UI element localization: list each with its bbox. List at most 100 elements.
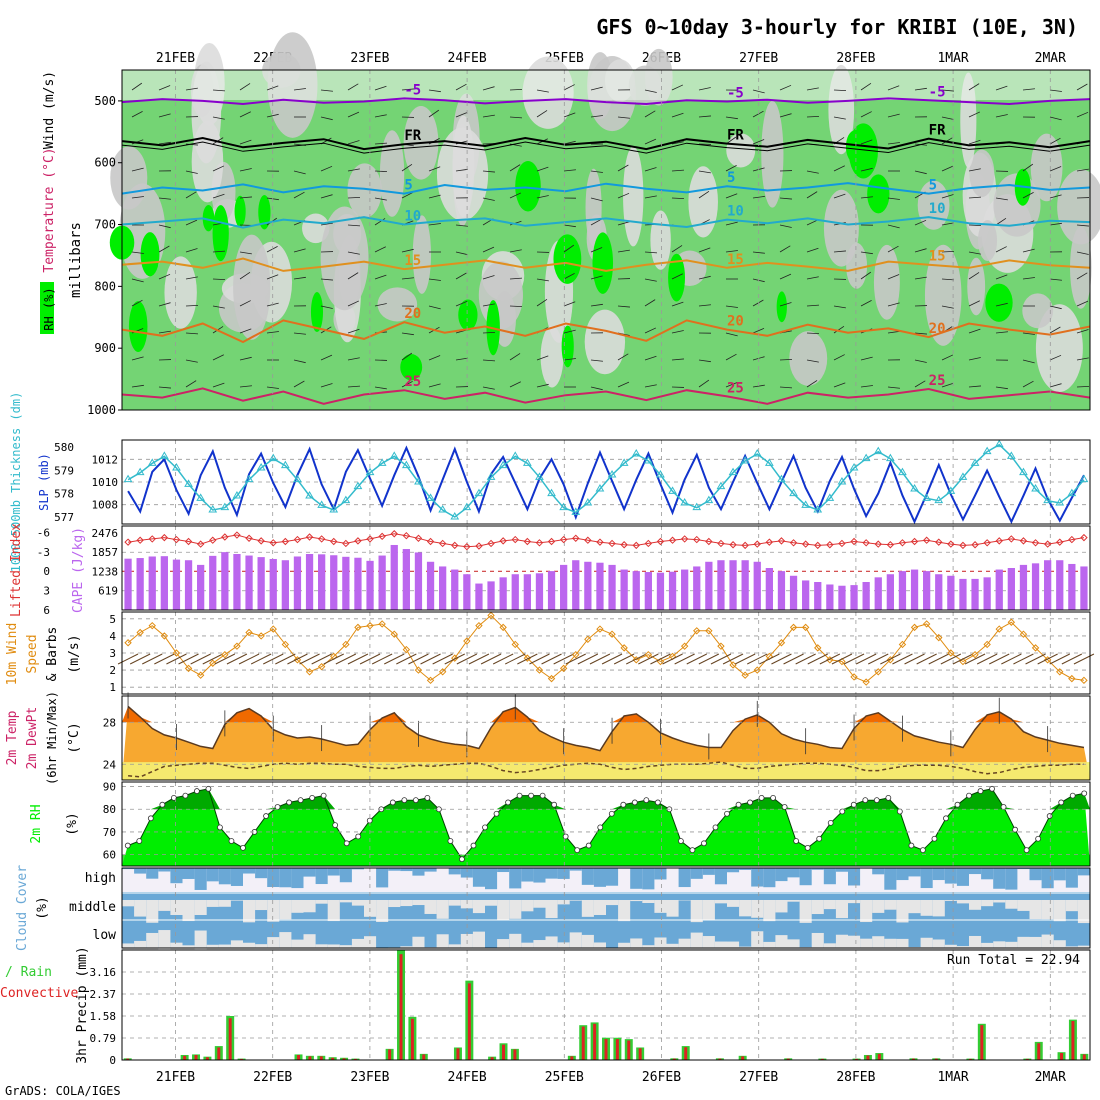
wind-barb: [887, 142, 900, 145]
precip-convective-bar: [581, 1026, 585, 1060]
wind-barb: [509, 353, 521, 361]
wind-speed-marker: [789, 623, 798, 632]
cloud-level-label-bg: [72, 900, 118, 915]
high-cloud-bar: [218, 868, 231, 885]
middle-cloud-gap: [327, 900, 340, 922]
wind-barb: [914, 170, 927, 175]
wind-barb: [968, 385, 981, 388]
wind-barb: [293, 359, 306, 364]
wind-barb: [590, 218, 602, 226]
thickness-marker: [547, 488, 556, 497]
wind-speed-marker: [680, 642, 689, 650]
wind-barb: [671, 112, 684, 118]
li-marker: [354, 537, 362, 545]
middle-cloud-gap: [339, 900, 352, 903]
rh-marker: [228, 838, 235, 844]
wind-barb: [833, 165, 845, 172]
wind-barb: [212, 354, 224, 361]
low-cloud-gap: [158, 930, 171, 949]
thickness-marker: [208, 505, 218, 513]
middle-cloud-gap: [521, 900, 534, 912]
thickness-marker: [571, 507, 581, 515]
wind-barb: [1001, 653, 1022, 665]
rh-marker: [735, 801, 742, 808]
wind-barb: [335, 653, 357, 665]
wind-barb: [347, 328, 360, 334]
cape-bar: [1056, 560, 1064, 610]
middle-cloud-gap: [654, 900, 667, 913]
li-marker: [390, 530, 398, 538]
high-cloud-bar: [763, 868, 776, 888]
wind-barb: [995, 246, 1007, 253]
middle-cloud-gap: [1065, 900, 1078, 912]
middle-cloud-gap: [412, 900, 425, 906]
precip-convective-bar: [513, 1049, 517, 1060]
wind-barb: [734, 653, 756, 665]
saturated-patch: [400, 354, 423, 381]
thickness-marker: [268, 453, 278, 462]
thickness-marker: [777, 474, 786, 483]
middle-cloud-gap: [835, 900, 848, 919]
wind-barb: [185, 191, 197, 199]
wind-barb: [860, 251, 873, 255]
wind-barb: [644, 251, 657, 254]
cape-bar: [1007, 568, 1015, 610]
high-cloud-bar: [811, 868, 824, 870]
thickness-marker: [293, 474, 302, 483]
wind-speed-marker: [705, 627, 713, 635]
cape-bar: [475, 583, 483, 610]
li-marker: [136, 536, 144, 544]
cape-bar: [221, 552, 229, 610]
li-marker: [281, 537, 290, 546]
wind-barb: [371, 653, 393, 665]
cape-bar: [366, 560, 374, 610]
wind-barb: [722, 653, 744, 665]
precip-convective-bar: [604, 1039, 608, 1060]
precip-convective-bar: [183, 1055, 187, 1060]
rh-marker: [966, 792, 972, 799]
wind-barb: [563, 169, 576, 172]
rh-marker: [320, 792, 327, 799]
rh-marker: [240, 844, 246, 851]
thickness-marker: [583, 498, 593, 506]
middle-cloud-gap: [1029, 900, 1042, 920]
rh-marker: [355, 833, 362, 840]
cape-bar: [233, 554, 241, 610]
li-marker: [995, 537, 1003, 545]
li-marker: [947, 540, 955, 548]
wind10m-axis-label: (m/s): [67, 634, 82, 673]
wind-barb: [1073, 653, 1095, 665]
wind-speed-marker: [148, 621, 156, 630]
thickness-marker: [329, 505, 339, 513]
middle-cloud-gap: [182, 900, 195, 922]
precip-convective-bar: [502, 1044, 505, 1060]
li-marker: [535, 539, 544, 547]
rh-tick-label: 80: [103, 803, 116, 816]
temp-frame: [121, 695, 1091, 781]
wind-barb: [482, 246, 495, 253]
wind-barb: [158, 85, 171, 91]
rh-marker: [885, 794, 892, 801]
thickness-marker: [656, 470, 665, 478]
wind10m-axis-label: Speed: [25, 634, 40, 673]
li-marker: [475, 542, 483, 550]
high-cloud-bar: [714, 868, 727, 885]
cape-bar: [1080, 566, 1088, 610]
high-cloud-bar: [485, 868, 498, 890]
cape-bar: [886, 574, 894, 610]
wind-speed-marker: [753, 666, 761, 674]
high-cloud-bar: [351, 868, 364, 870]
saturated-patch: [985, 283, 1013, 322]
rh-legend-swatch: [40, 282, 54, 334]
date-label-top: 2MAR: [1035, 51, 1066, 66]
wind-barb: [299, 653, 320, 665]
wind-speed-marker: [898, 640, 907, 649]
wind-barb: [266, 246, 278, 253]
cape-bar: [705, 561, 713, 610]
dry-air-patch: [584, 309, 626, 375]
rh-marker: [412, 797, 419, 804]
wind-barb: [887, 330, 900, 334]
wind-barb: [131, 82, 143, 91]
wind-speed-marker: [608, 630, 616, 638]
thickness-marker: [764, 458, 774, 466]
